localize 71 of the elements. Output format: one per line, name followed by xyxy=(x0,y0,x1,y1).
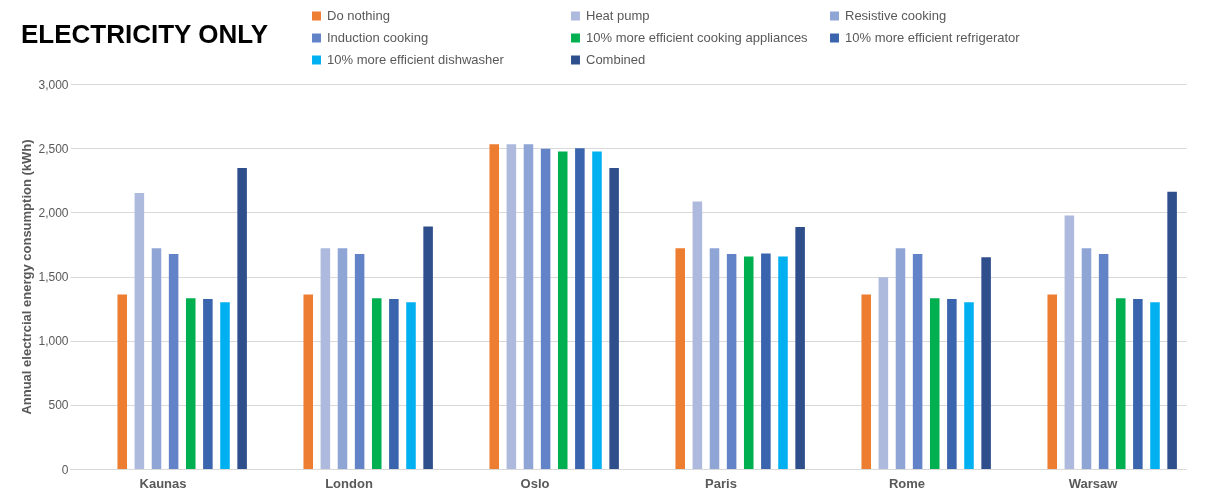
bar xyxy=(1150,302,1160,469)
x-tick-label: Kaunas xyxy=(139,475,187,491)
bar xyxy=(929,298,940,469)
bar xyxy=(557,151,568,469)
bar xyxy=(981,257,991,469)
bar xyxy=(134,193,145,469)
bar xyxy=(692,201,703,469)
bar xyxy=(1133,298,1143,469)
bar xyxy=(1047,294,1058,469)
y-tick-label: 3,000 xyxy=(38,77,69,92)
bar xyxy=(389,298,399,469)
bar xyxy=(337,248,348,469)
legend-label: Resistive cooking xyxy=(845,8,947,23)
bar xyxy=(1167,191,1177,469)
legend-label: Induction cooking xyxy=(327,30,429,45)
bar xyxy=(609,168,619,469)
x-tick-label: Warsaw xyxy=(1068,475,1119,491)
x-tick-label: London xyxy=(325,475,373,491)
bar xyxy=(592,151,602,469)
y-axis-title: Annual electrcial energy consumption (kWh) xyxy=(19,139,35,415)
bar xyxy=(1081,248,1092,469)
y-tick-label: 0 xyxy=(61,462,69,477)
x-tick-label: Oslo xyxy=(520,475,550,491)
bar xyxy=(1098,254,1109,469)
bar xyxy=(303,294,314,469)
bar xyxy=(947,298,957,469)
bar xyxy=(354,254,365,469)
bar xyxy=(895,248,906,469)
bar xyxy=(878,277,889,469)
bar xyxy=(506,144,517,469)
bar xyxy=(203,298,213,469)
bar xyxy=(185,298,196,469)
bar xyxy=(523,144,534,469)
bar xyxy=(726,254,737,469)
bar xyxy=(761,253,771,469)
x-tick-label: Rome xyxy=(888,475,926,491)
bar xyxy=(117,294,128,469)
legend-label: Heat pump xyxy=(586,8,650,23)
y-tick-label: 1,000 xyxy=(38,334,69,349)
y-tick-label: 2,500 xyxy=(38,141,69,156)
legend-label: 10% more efficient cooking appliances xyxy=(586,30,809,45)
bar xyxy=(675,248,686,469)
bar xyxy=(778,256,788,469)
y-tick-label: 500 xyxy=(48,398,69,413)
bar xyxy=(1064,215,1075,469)
bar xyxy=(861,294,872,469)
y-tick-label: 2,000 xyxy=(38,205,69,220)
bar xyxy=(743,256,754,469)
bar xyxy=(540,148,551,469)
legend-label: 10% more efficient dishwasher xyxy=(327,52,505,67)
bar xyxy=(423,226,433,469)
x-tick-label: Paris xyxy=(705,475,737,491)
bar xyxy=(1115,298,1126,469)
bar xyxy=(964,302,974,469)
y-tick-label: 1,500 xyxy=(38,270,69,284)
bar xyxy=(912,254,923,469)
bar xyxy=(575,148,585,469)
bar xyxy=(406,302,416,469)
bar xyxy=(151,248,162,469)
bar xyxy=(168,254,179,469)
chart-title: ELECTRICITY ONLY xyxy=(20,19,269,49)
legend-label: Do nothing xyxy=(327,8,390,23)
bar xyxy=(371,298,382,469)
bar xyxy=(237,168,247,469)
legend-label: Combined xyxy=(586,52,646,67)
bar xyxy=(709,248,720,469)
bar xyxy=(795,227,805,469)
bar xyxy=(489,144,500,469)
legend-label: 10% more efficient refrigerator xyxy=(845,30,1021,45)
bar xyxy=(320,248,331,469)
bar xyxy=(220,302,230,469)
